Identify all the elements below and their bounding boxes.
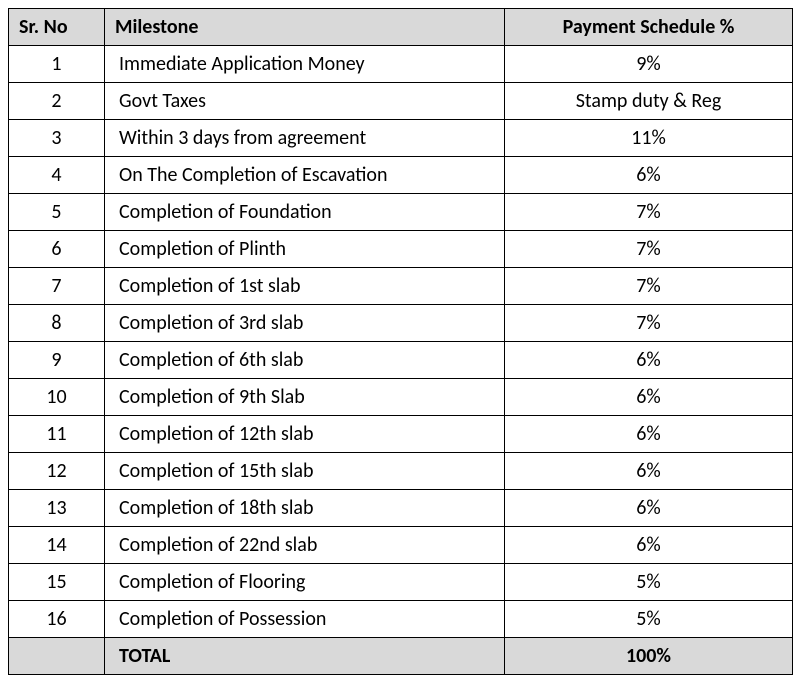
cell-milestone: Within 3 days from agreement bbox=[105, 120, 505, 157]
cell-sr: 13 bbox=[9, 490, 105, 527]
cell-sr: 7 bbox=[9, 268, 105, 305]
col-header-milestone: Milestone bbox=[105, 9, 505, 46]
table-row: 7Completion of 1st slab7% bbox=[9, 268, 793, 305]
cell-milestone: Completion of Foundation bbox=[105, 194, 505, 231]
cell-sr: 6 bbox=[9, 231, 105, 268]
cell-milestone: On The Completion of Escavation bbox=[105, 157, 505, 194]
cell-payment: 7% bbox=[505, 231, 793, 268]
total-sr bbox=[9, 638, 105, 675]
cell-milestone: Immediate Application Money bbox=[105, 46, 505, 83]
cell-payment: 6% bbox=[505, 157, 793, 194]
table-row: 4On The Completion of Escavation6% bbox=[9, 157, 793, 194]
cell-sr: 15 bbox=[9, 564, 105, 601]
cell-payment: 9% bbox=[505, 46, 793, 83]
cell-milestone: Completion of 18th slab bbox=[105, 490, 505, 527]
cell-sr: 4 bbox=[9, 157, 105, 194]
cell-payment: 6% bbox=[505, 416, 793, 453]
cell-milestone: Completion of 12th slab bbox=[105, 416, 505, 453]
cell-payment: 6% bbox=[505, 342, 793, 379]
cell-payment: 7% bbox=[505, 305, 793, 342]
cell-milestone: Completion of 15th slab bbox=[105, 453, 505, 490]
cell-milestone: Completion of Possession bbox=[105, 601, 505, 638]
table-row: 3Within 3 days from agreement11% bbox=[9, 120, 793, 157]
table-row: 15Completion of Flooring5% bbox=[9, 564, 793, 601]
cell-milestone: Completion of 6th slab bbox=[105, 342, 505, 379]
cell-payment: 7% bbox=[505, 194, 793, 231]
table-row: 12Completion of 15th slab6% bbox=[9, 453, 793, 490]
total-label: TOTAL bbox=[105, 638, 505, 675]
cell-sr: 14 bbox=[9, 527, 105, 564]
table-row: 10Completion of 9th Slab6% bbox=[9, 379, 793, 416]
cell-sr: 9 bbox=[9, 342, 105, 379]
cell-payment: 11% bbox=[505, 120, 793, 157]
cell-sr: 10 bbox=[9, 379, 105, 416]
cell-payment: 6% bbox=[505, 379, 793, 416]
cell-sr: 11 bbox=[9, 416, 105, 453]
cell-milestone: Completion of Flooring bbox=[105, 564, 505, 601]
cell-milestone: Completion of 22nd slab bbox=[105, 527, 505, 564]
cell-sr: 12 bbox=[9, 453, 105, 490]
cell-payment: Stamp duty & Reg bbox=[505, 83, 793, 120]
table-body: 1Immediate Application Money9%2Govt Taxe… bbox=[9, 46, 793, 638]
table-header-row: Sr. No Milestone Payment Schedule % bbox=[9, 9, 793, 46]
cell-milestone: Completion of 3rd slab bbox=[105, 305, 505, 342]
col-header-payment: Payment Schedule % bbox=[505, 9, 793, 46]
cell-payment: 5% bbox=[505, 601, 793, 638]
cell-milestone: Completion of Plinth bbox=[105, 231, 505, 268]
cell-milestone: Completion of 9th Slab bbox=[105, 379, 505, 416]
table-row: 13Completion of 18th slab6% bbox=[9, 490, 793, 527]
payment-schedule-table: Sr. No Milestone Payment Schedule % 1Imm… bbox=[8, 8, 793, 675]
table-row: 8Completion of 3rd slab7% bbox=[9, 305, 793, 342]
table-row: 16Completion of Possession5% bbox=[9, 601, 793, 638]
cell-sr: 5 bbox=[9, 194, 105, 231]
table-row: 14Completion of 22nd slab6% bbox=[9, 527, 793, 564]
cell-sr: 3 bbox=[9, 120, 105, 157]
table-row: 2Govt TaxesStamp duty & Reg bbox=[9, 83, 793, 120]
cell-sr: 2 bbox=[9, 83, 105, 120]
cell-payment: 6% bbox=[505, 490, 793, 527]
table-row: 1Immediate Application Money9% bbox=[9, 46, 793, 83]
cell-milestone: Completion of 1st slab bbox=[105, 268, 505, 305]
cell-payment: 6% bbox=[505, 453, 793, 490]
table-total-row: TOTAL 100% bbox=[9, 638, 793, 675]
table-row: 9Completion of 6th slab6% bbox=[9, 342, 793, 379]
total-value: 100% bbox=[505, 638, 793, 675]
col-header-sr: Sr. No bbox=[9, 9, 105, 46]
cell-sr: 8 bbox=[9, 305, 105, 342]
table-row: 6Completion of Plinth7% bbox=[9, 231, 793, 268]
cell-payment: 5% bbox=[505, 564, 793, 601]
cell-milestone: Govt Taxes bbox=[105, 83, 505, 120]
table-row: 11Completion of 12th slab6% bbox=[9, 416, 793, 453]
cell-payment: 6% bbox=[505, 527, 793, 564]
cell-payment: 7% bbox=[505, 268, 793, 305]
table-row: 5Completion of Foundation7% bbox=[9, 194, 793, 231]
cell-sr: 16 bbox=[9, 601, 105, 638]
cell-sr: 1 bbox=[9, 46, 105, 83]
